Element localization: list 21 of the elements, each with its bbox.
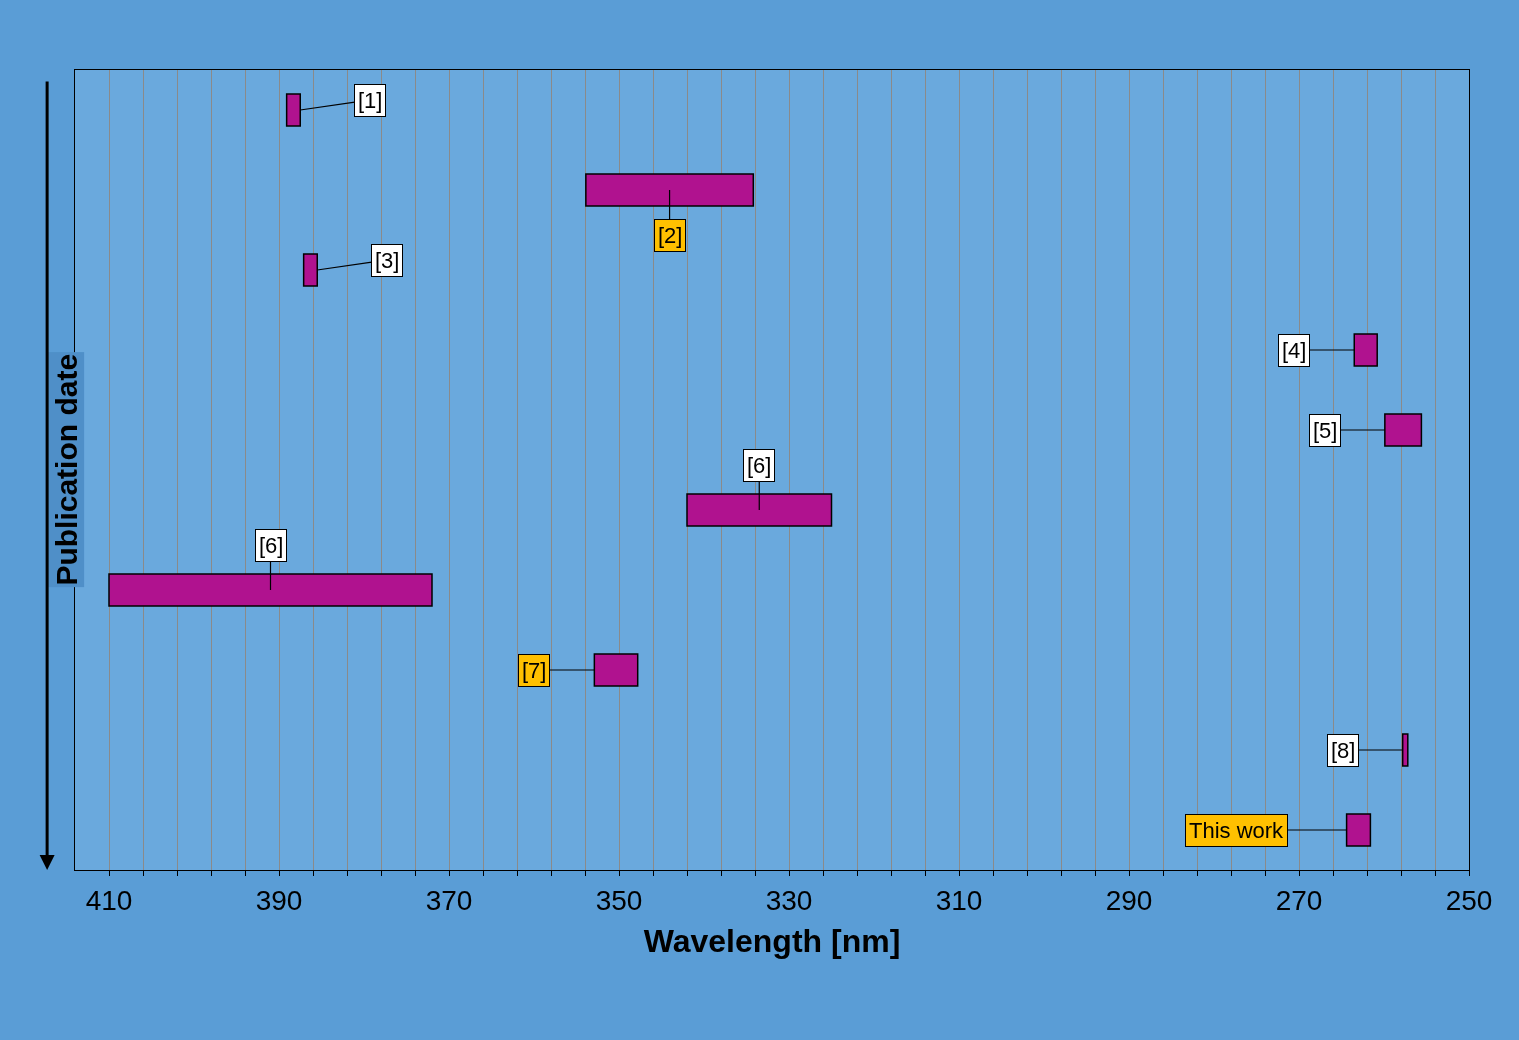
- x-tick-label: 370: [425, 884, 473, 916]
- annotation: [3]: [375, 248, 400, 273]
- annotation: [8]: [1331, 738, 1356, 763]
- x-tick-label: 250: [1445, 884, 1493, 916]
- annotation: [4]: [1282, 338, 1307, 363]
- annotation: [6]: [259, 533, 284, 558]
- x-tick-label: 290: [1105, 884, 1153, 916]
- y-axis-title: Publication date: [49, 353, 83, 586]
- annotation: [7]: [522, 658, 547, 683]
- x-tick-label: 330: [765, 884, 813, 916]
- annotation: [6]: [747, 453, 772, 478]
- annotation: [5]: [1313, 418, 1338, 443]
- x-tick-label: 390: [255, 884, 303, 916]
- annotation: [2]: [658, 223, 683, 248]
- x-tick-label: 410: [85, 884, 133, 916]
- x-tick-label: 270: [1275, 884, 1323, 916]
- annotation: This work: [1189, 818, 1285, 843]
- x-tick-label: 350: [595, 884, 643, 916]
- annotation: [1]: [358, 88, 383, 113]
- x-tick-label: 310: [935, 884, 983, 916]
- x-axis-title: Wavelength [nm]: [643, 923, 901, 960]
